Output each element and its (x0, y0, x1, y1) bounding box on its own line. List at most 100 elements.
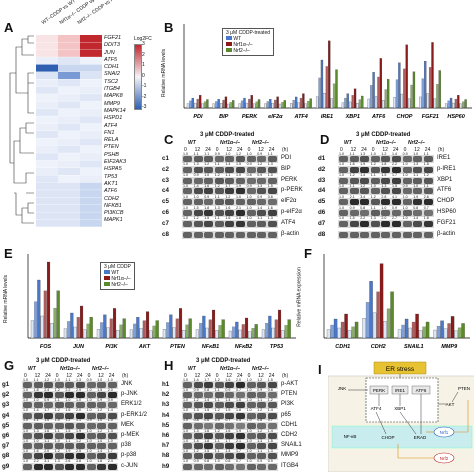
blot-row-values: 1.0 1.1 1.2 1.0 1.3 1.5 0.9 1.0 1.1 (338, 184, 434, 188)
blot-band (33, 382, 43, 388)
blot-band (267, 422, 277, 429)
heatmap-legend-title: Log2FC (134, 36, 152, 42)
heatmap-legend-tick: -2 (142, 93, 147, 100)
heatmap-cell (36, 219, 58, 227)
panel-e-bar (122, 318, 126, 339)
blot-row-values: 1.0 0.9 1.0 1.2 1.1 1.0 0.8 0.9 1.0 (182, 173, 278, 177)
blot-value: 1.8 (236, 216, 241, 221)
pathway-xbp1-text: XBP1 (394, 406, 406, 411)
panel-b-bar (341, 102, 345, 109)
blot-band (193, 220, 203, 227)
blot-band (183, 166, 192, 173)
blot-value: 0.8 (360, 205, 366, 210)
blot-value: 1.2 (97, 428, 103, 433)
blot-band (225, 443, 235, 450)
blot-value: 1.0 (183, 194, 188, 199)
blot-row-id: c3 (162, 176, 169, 184)
panel-e-category-label: TP53 (270, 344, 283, 350)
blot-band (349, 156, 359, 162)
blot-value: 1.3 (193, 408, 199, 413)
blot-lane-strip (182, 462, 278, 471)
blot-band (267, 453, 277, 460)
heatmap-cell (36, 79, 58, 87)
blot-band (65, 443, 75, 450)
heatmap-gene-label: HSPD1 (104, 115, 123, 122)
blot-time-label: 12 (350, 147, 357, 153)
panel-b-bar (253, 103, 256, 109)
panel-c: C 3 μM CDDP-treated WT Nrf1α–/– Nrf2–/– 0 12… (160, 132, 310, 242)
blot-band (236, 422, 245, 429)
panel-e-bar (205, 327, 209, 339)
heatmap-gene-label: CDH1 (104, 64, 119, 71)
blot-band (44, 422, 54, 429)
panel-b-bar (307, 100, 310, 109)
heatmap-cell (36, 49, 58, 57)
blot-value: 1.0 (246, 216, 252, 221)
panel-e-bar (116, 330, 120, 339)
blot-band (339, 156, 348, 162)
blot-value: 1.2 (370, 162, 376, 167)
blot-band (423, 156, 433, 162)
blot-value: 1.4 (225, 397, 231, 402)
blot-value: 0.8 (267, 387, 273, 392)
blot-value: 2.2 (360, 216, 366, 221)
blot-value: 1.3 (370, 216, 376, 221)
blot-band (204, 392, 214, 399)
panel-b-bar (419, 96, 422, 109)
heatmap-cell (58, 79, 80, 87)
blot-value: 1.0 (246, 205, 252, 210)
panel-b-bar (212, 103, 215, 109)
panel-f-label: F (304, 246, 312, 261)
blot-time-unit: (h) (282, 373, 289, 379)
panel-b-category-label: eIF2α (268, 114, 283, 120)
panel-e-bar (232, 326, 236, 339)
blot-value: 1.3 (381, 183, 387, 188)
blot-value: 1.2 (370, 194, 376, 199)
blot-value: 1.1 (54, 397, 60, 402)
blot-band (413, 220, 423, 227)
blot-band (214, 199, 224, 206)
heatmap-cell (80, 190, 102, 198)
panel-f-bar (326, 329, 331, 339)
blot-protein-label: p-AKT (281, 381, 299, 387)
heatmap-cell (58, 153, 80, 161)
blot-value: 1.4 (267, 428, 273, 433)
panel-b-bar (304, 103, 307, 109)
blot-value: 0.9 (97, 397, 103, 402)
blot-value: 2.0 (76, 408, 81, 413)
blot-protein-label: PI3K (281, 401, 295, 408)
blot-band (107, 433, 117, 439)
blot-value: 1.2 (267, 397, 273, 402)
blot-band (183, 422, 192, 429)
blot-row-id: d7 (318, 219, 326, 227)
blot-row-id: g4 (2, 411, 10, 419)
panel-f-bar (443, 328, 448, 339)
blot-band (214, 382, 224, 388)
blot-band (392, 210, 401, 216)
panel-b-chart: PDI BIP PERK eIF2α ATF4 IRE1 XBP1 ATF6 CHOP FGF21… (183, 24, 472, 120)
blot-band (392, 156, 401, 162)
panel-b-bar (395, 79, 399, 109)
blot-value: 2.9 (76, 387, 81, 392)
blot-value: 1.0 (23, 377, 28, 382)
heatmap-cell (80, 212, 102, 220)
blot-band (107, 422, 117, 429)
heatmap-cell (80, 116, 102, 124)
panel-i-label: I (318, 362, 322, 377)
blot-time-label: 24 (268, 373, 275, 379)
panel-e-ylabel: Relative mRNA levels (3, 274, 10, 324)
heatmap-cell (80, 86, 102, 94)
blot-band (183, 199, 192, 206)
heatmap-gene-label: TSC2 (104, 78, 119, 85)
blot-band (23, 392, 32, 399)
blot-band (225, 210, 235, 216)
blot-value: 1.0 (54, 418, 60, 423)
blot-row-values: 1.0 2.1 3.4 1.2 2.8 4.1 1.0 1.9 2.6 (338, 195, 434, 199)
blot-row-values: 1.0 1.6 2.0 1.2 1.9 2.5 1.0 1.4 1.7 (22, 449, 118, 453)
pathway-ire1-text: IRE1 (395, 388, 406, 393)
blot-lane-strip (182, 442, 278, 451)
blot-row-values: 1.0 1.8 2.4 1.2 2.2 2.9 1.0 1.5 2.0 (22, 388, 118, 392)
blot-row-id: c6 (162, 209, 169, 216)
blot-lane-strip (182, 391, 278, 400)
heatmap-cell (58, 71, 80, 80)
